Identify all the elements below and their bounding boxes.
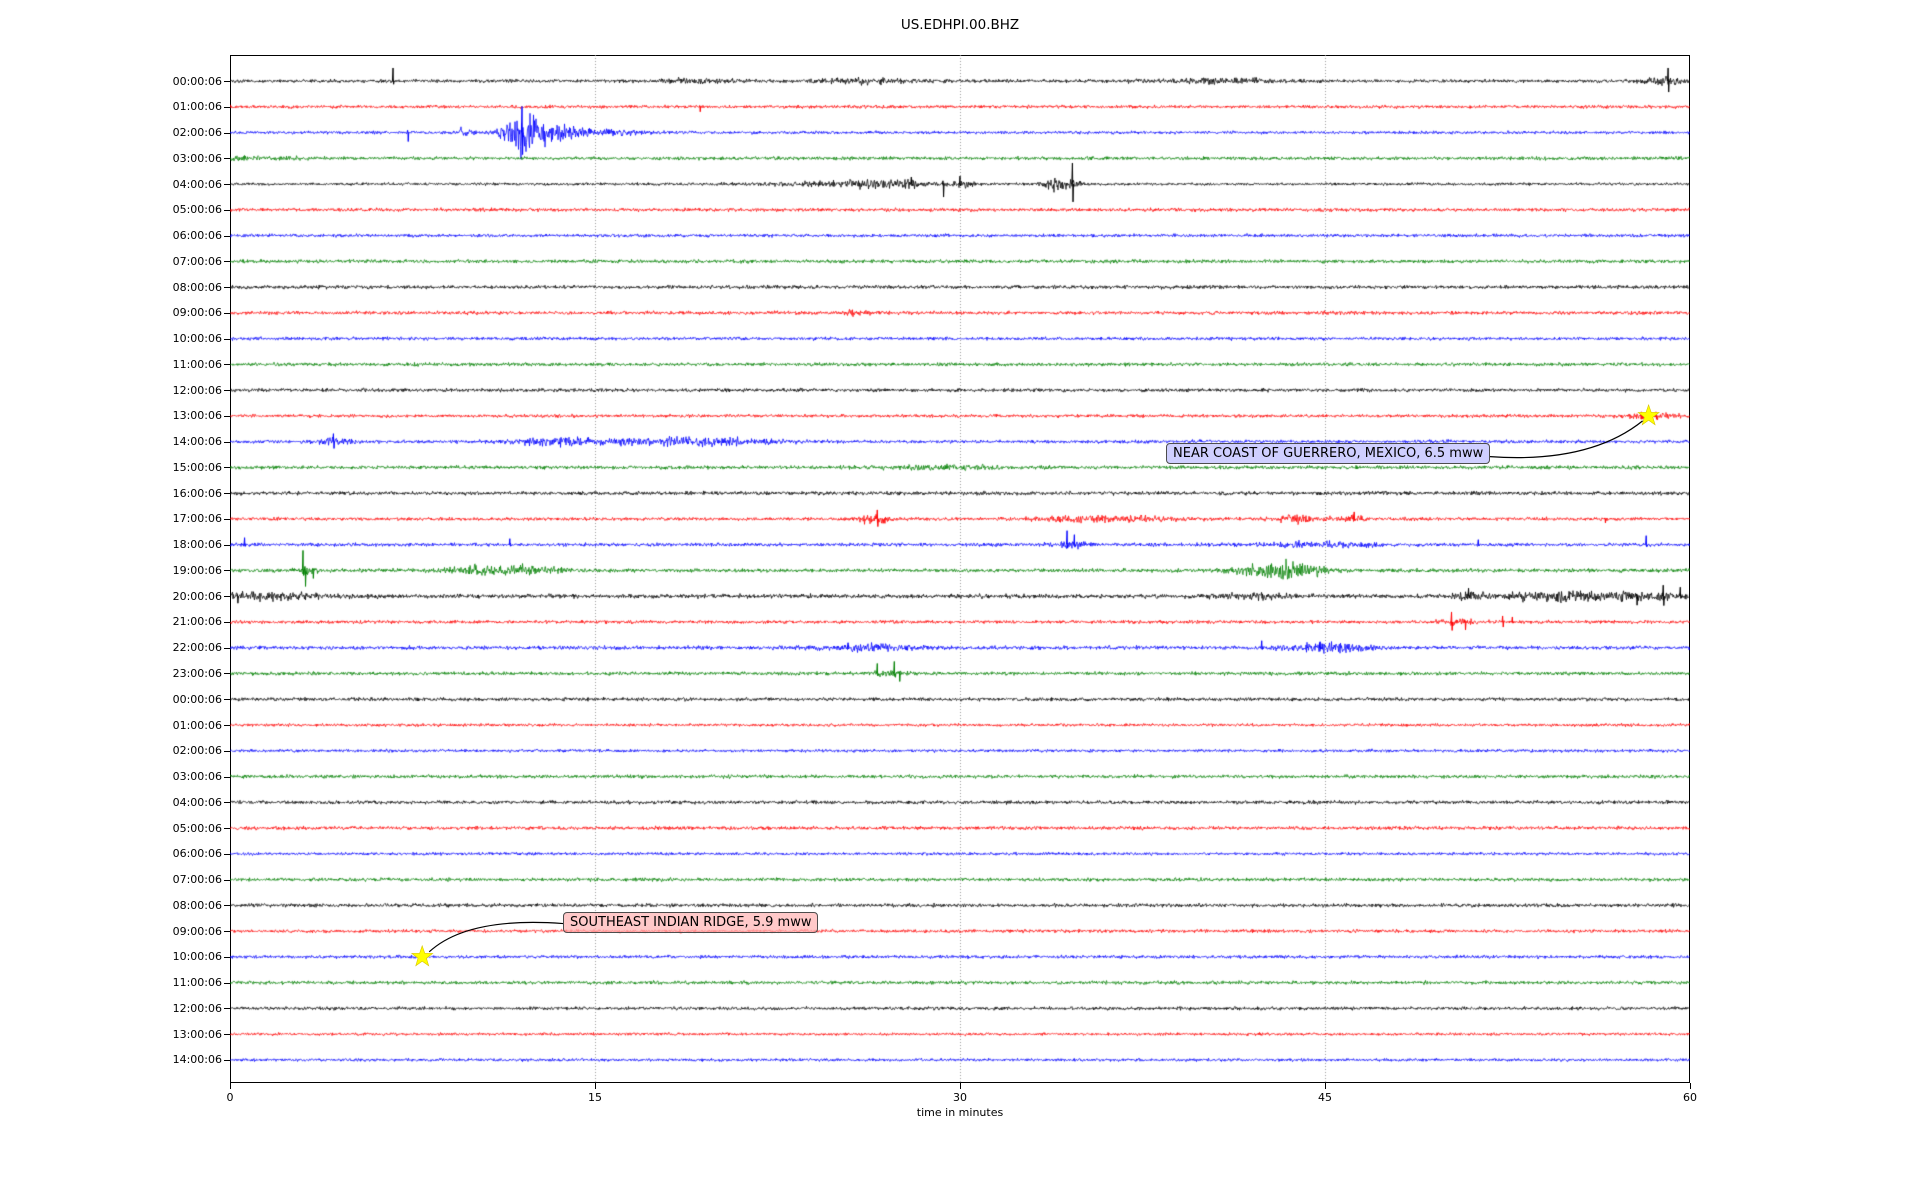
y-tick-mark	[224, 956, 230, 958]
row-time-label: 04:00:06	[172, 795, 222, 809]
row-time-label: 05:00:06	[172, 821, 222, 835]
row-time-label: 07:00:06	[172, 873, 222, 887]
event-annotation-southeast-indian-ridge: SOUTHEAST INDIAN RIDGE, 5.9 mww	[563, 912, 819, 933]
y-tick-mark	[224, 158, 230, 160]
row-time-label: 02:00:06	[172, 126, 222, 140]
y-tick-mark	[224, 1008, 230, 1010]
y-tick-mark	[224, 81, 230, 82]
y-tick-mark	[224, 518, 230, 520]
y-tick-mark	[224, 261, 230, 263]
row-time-label: 16:00:06	[172, 486, 222, 500]
x-axis-label: time in minutes	[916, 1106, 1004, 1119]
row-time-label: 18:00:06	[172, 538, 222, 552]
y-tick-mark	[224, 982, 230, 984]
row-time-label: 11:00:06	[172, 357, 222, 371]
row-time-label: 13:00:06	[172, 409, 222, 423]
row-time-label: 17:00:06	[172, 512, 222, 526]
y-tick-mark	[224, 853, 230, 855]
x-tick-label: 60	[1683, 1091, 1697, 1104]
trace-canvas	[230, 55, 1690, 1083]
row-time-label: 20:00:06	[172, 589, 222, 603]
y-tick-mark	[224, 750, 230, 752]
y-tick-mark	[224, 338, 230, 340]
y-tick-mark	[224, 828, 230, 830]
x-tick-mark	[230, 1083, 231, 1089]
y-tick-mark	[224, 493, 230, 495]
figure-title: US.EDHPI.00.BHZ	[900, 17, 1020, 33]
x-tick-label: 15	[588, 1091, 602, 1104]
y-tick-mark	[224, 570, 230, 572]
row-time-label: 01:00:06	[172, 100, 222, 114]
row-time-label: 01:00:06	[172, 718, 222, 732]
row-time-label: 06:00:06	[172, 229, 222, 243]
y-tick-mark	[224, 673, 230, 675]
row-time-label: 05:00:06	[172, 203, 222, 217]
row-time-label: 04:00:06	[172, 177, 222, 191]
row-time-label: 13:00:06	[172, 1027, 222, 1041]
row-time-label: 07:00:06	[172, 254, 222, 268]
y-tick-mark	[224, 931, 230, 933]
row-time-label: 19:00:06	[172, 563, 222, 577]
x-tick-label: 0	[226, 1091, 234, 1104]
row-time-label: 09:00:06	[172, 924, 222, 938]
y-tick-mark	[224, 621, 230, 623]
row-time-label: 10:00:06	[172, 332, 222, 346]
y-tick-mark	[224, 467, 230, 469]
row-time-label: 22:00:06	[172, 641, 222, 655]
y-tick-mark	[224, 441, 230, 443]
row-time-label: 06:00:06	[172, 847, 222, 861]
y-tick-mark	[224, 132, 230, 134]
y-tick-mark	[224, 312, 230, 314]
y-tick-mark	[224, 390, 230, 392]
x-tick-label: 45	[1318, 1091, 1332, 1104]
row-time-label: 12:00:06	[172, 383, 222, 397]
x-tick-mark	[960, 1083, 961, 1089]
row-time-label: 21:00:06	[172, 615, 222, 629]
row-time-label: 14:00:06	[172, 435, 222, 449]
row-time-label: 23:00:06	[172, 666, 222, 680]
row-time-label: 10:00:06	[172, 950, 222, 964]
row-time-label: 03:00:06	[172, 770, 222, 784]
y-tick-mark	[224, 287, 230, 289]
y-tick-mark	[224, 1034, 230, 1036]
row-time-label: 14:00:06	[172, 1053, 222, 1067]
y-tick-mark	[224, 776, 230, 778]
y-tick-mark	[224, 106, 230, 108]
y-tick-mark	[224, 647, 230, 649]
row-time-label: 12:00:06	[172, 1001, 222, 1015]
row-time-label: 03:00:06	[172, 151, 222, 165]
y-tick-mark	[224, 235, 230, 237]
y-tick-mark	[224, 364, 230, 366]
row-time-label: 15:00:06	[172, 460, 222, 474]
row-time-label: 09:00:06	[172, 306, 222, 320]
y-tick-mark	[224, 699, 230, 701]
x-tick-mark	[595, 1083, 596, 1089]
x-tick-mark	[1325, 1083, 1326, 1089]
y-tick-mark	[224, 184, 230, 186]
row-time-label: 08:00:06	[172, 280, 222, 294]
y-tick-mark	[224, 209, 230, 211]
row-time-label: 00:00:06	[172, 692, 222, 706]
y-tick-mark	[224, 544, 230, 546]
row-time-label: 00:00:06	[172, 74, 222, 88]
row-time-label: 11:00:06	[172, 976, 222, 990]
y-tick-mark	[224, 905, 230, 907]
x-tick-mark	[1690, 1083, 1691, 1089]
x-tick-label: 30	[953, 1091, 967, 1104]
row-time-label: 08:00:06	[172, 898, 222, 912]
event-annotation-guerrero: NEAR COAST OF GUERRERO, MEXICO, 6.5 mww	[1166, 443, 1491, 464]
y-tick-mark	[224, 725, 230, 726]
y-tick-mark	[224, 1059, 230, 1061]
y-tick-mark	[224, 879, 230, 881]
y-tick-mark	[224, 596, 230, 598]
row-time-label: 02:00:06	[172, 744, 222, 758]
y-tick-mark	[224, 415, 230, 417]
y-tick-mark	[224, 802, 230, 804]
